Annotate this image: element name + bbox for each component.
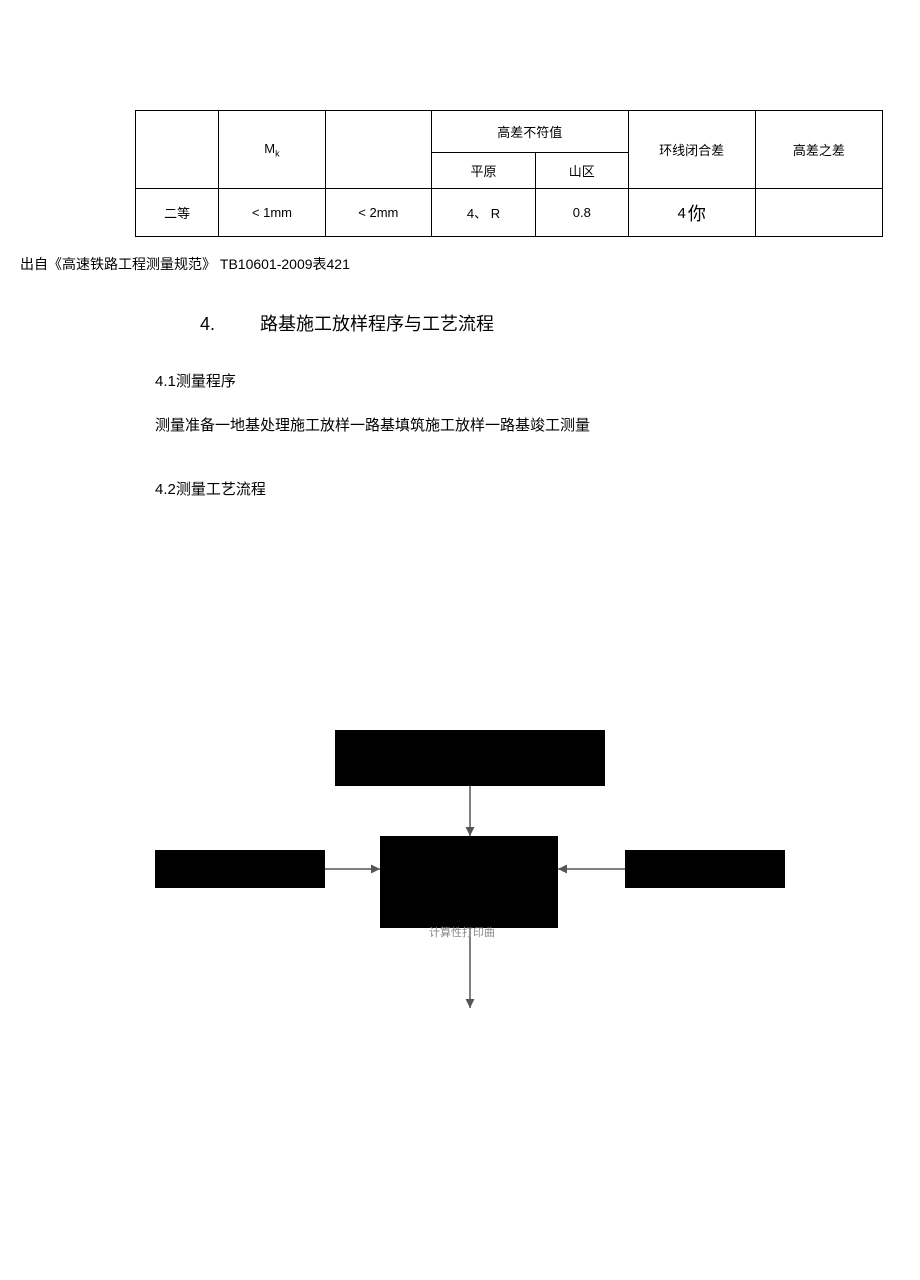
flow-box-left <box>155 850 325 888</box>
flowchart: 计算性打印曲 <box>155 730 795 1060</box>
spec-table-wrap: Mk 高差不符值 环线闭合差 高差之差 平原 山区 二等 < 1mm < 2mm… <box>135 110 883 237</box>
col-diff-header: 高差不符值 <box>432 111 629 153</box>
flow-box-center <box>380 836 558 928</box>
section-4-title: 4.路基施工放样程序与工艺流程 <box>200 310 494 336</box>
cell-hdiff <box>755 189 882 237</box>
col-mountain-header: 山区 <box>536 153 629 189</box>
cell-mountain: 0.8 <box>536 189 629 237</box>
subsection-4-2: 4.2测量工艺流程 <box>155 478 266 499</box>
flow-box-right <box>625 850 785 888</box>
col-loop-header: 环线闭合差 <box>628 111 755 189</box>
col-hdiff-header: 高差之差 <box>755 111 882 189</box>
cell-grade: 二等 <box>136 189 219 237</box>
cell-plain: 4、 R <box>432 189 536 237</box>
col-plain-header: 平原 <box>432 153 536 189</box>
subsection-4-1: 4.1测量程序 <box>155 370 236 391</box>
flow-box-top <box>335 730 605 786</box>
cell-c3: < 2mm <box>325 189 431 237</box>
cell-loop: 4你 <box>628 189 755 237</box>
col-mk-header: Mk <box>219 111 325 189</box>
citation-text: 出自《高速铁路工程测量规范》 TB10601-2009表421 <box>20 254 350 274</box>
cell-mk: < 1mm <box>219 189 325 237</box>
paragraph-4-1: 测量准备一地基处理施工放样一路基填筑施工放样一路基竣工测量 <box>155 414 590 435</box>
spec-table: Mk 高差不符值 环线闭合差 高差之差 平原 山区 二等 < 1mm < 2mm… <box>135 110 883 237</box>
flowchart-annotation: 计算性打印曲 <box>429 924 495 940</box>
